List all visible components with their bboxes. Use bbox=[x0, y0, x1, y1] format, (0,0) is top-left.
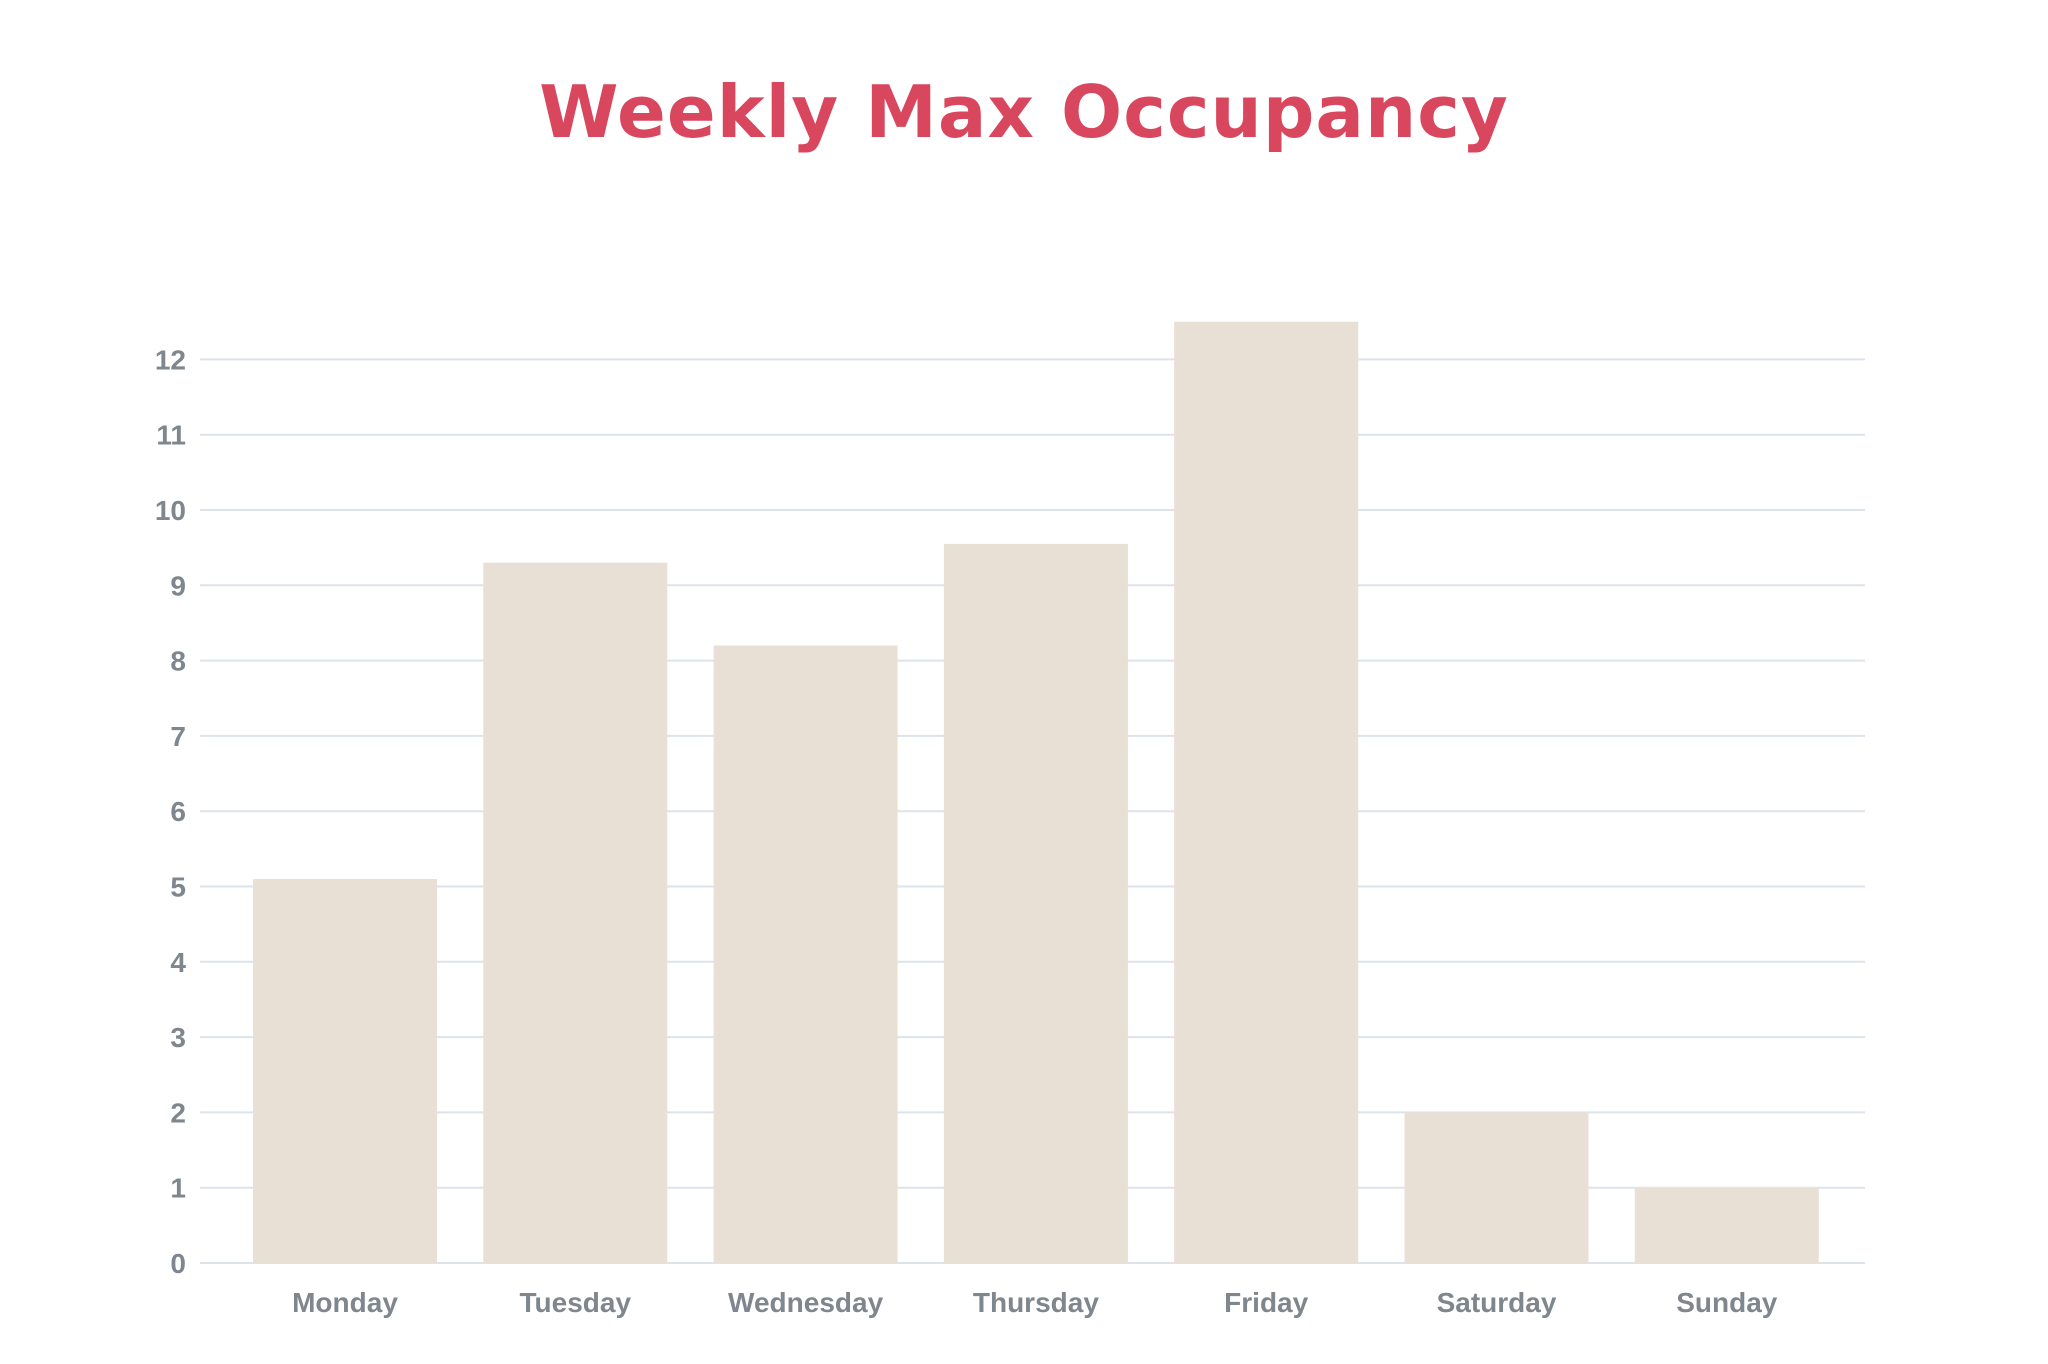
y-tick-label-4: 4 bbox=[170, 947, 186, 978]
x-category-label-tuesday: Tuesday bbox=[520, 1287, 632, 1318]
x-category-label-wednesday: Wednesday bbox=[728, 1287, 884, 1318]
y-tick-label-11: 11 bbox=[156, 420, 186, 451]
x-category-label-friday: Friday bbox=[1224, 1287, 1308, 1318]
y-tick-label-7: 7 bbox=[170, 721, 186, 752]
x-category-label-sunday: Sunday bbox=[1676, 1287, 1778, 1318]
y-tick-label-3: 3 bbox=[170, 1022, 186, 1053]
y-tick-label-10: 10 bbox=[155, 495, 186, 526]
y-tick-label-1: 1 bbox=[170, 1173, 186, 1204]
y-tick-label-12: 12 bbox=[155, 344, 186, 375]
x-category-label-saturday: Saturday bbox=[1437, 1287, 1557, 1318]
bar-wednesday bbox=[713, 645, 898, 1263]
y-tick-label-6: 6 bbox=[170, 796, 186, 827]
x-axis-categories: Monday Tuesday Wednesday Thursday Friday Satu… bbox=[292, 1287, 1778, 1318]
y-tick-label-0: 0 bbox=[170, 1248, 186, 1279]
y-tick-label-8: 8 bbox=[170, 646, 186, 677]
bar-friday bbox=[1174, 321, 1359, 1263]
y-tick-label-2: 2 bbox=[170, 1097, 186, 1128]
bar-sunday bbox=[1634, 1187, 1819, 1263]
x-category-label-monday: Monday bbox=[292, 1287, 398, 1318]
bar-monday bbox=[253, 878, 437, 1263]
chart-title: Weekly Max Occupancy bbox=[539, 70, 1509, 154]
x-category-label-thursday: Thursday bbox=[973, 1287, 1099, 1318]
bar-thursday bbox=[943, 543, 1128, 1263]
y-tick-label-5: 5 bbox=[170, 872, 186, 903]
bar-tuesday bbox=[483, 562, 668, 1263]
bars bbox=[253, 321, 1819, 1263]
y-tick-label-9: 9 bbox=[170, 570, 186, 601]
bar-saturday bbox=[1404, 1112, 1589, 1263]
